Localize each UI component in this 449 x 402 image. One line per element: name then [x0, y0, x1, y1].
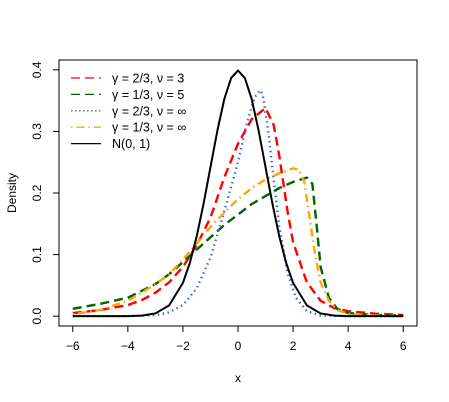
x-tick-label: −6 [66, 339, 80, 353]
y-axis-title: Density [5, 173, 19, 213]
legend-label: N(0, 1) [112, 137, 150, 151]
x-tick-label: −2 [176, 339, 190, 353]
legend-label: γ = 2/3, ν = 3 [112, 72, 184, 86]
series-line-4 [72, 167, 404, 318]
series-line-2 [72, 176, 404, 317]
y-tick-label: 0.1 [30, 246, 44, 263]
y-tick-label: 0.2 [30, 184, 44, 201]
series-line-1 [72, 106, 404, 317]
x-axis: −6 −4 −2 0 2 4 6 [66, 325, 407, 353]
y-axis: 0.0 0.1 0.2 0.3 0.4 [30, 61, 60, 324]
series-layer [72, 69, 404, 318]
y-tick-label: 0.3 [30, 123, 44, 140]
y-tick-label: 0.0 [30, 307, 44, 324]
x-tick-label: 2 [290, 339, 297, 353]
x-axis-title: x [235, 371, 241, 385]
y-tick-label: 0.4 [30, 61, 44, 78]
x-tick-label: −4 [121, 339, 135, 353]
legend-label: γ = 1/3, ν = 5 [112, 88, 184, 102]
legend: γ = 2/3, ν = 3 γ = 1/3, ν = 5 γ = 2/3, ν =… [71, 72, 186, 151]
x-tick-label: 4 [345, 339, 352, 353]
x-tick-label: 0 [235, 339, 242, 353]
x-tick-label: 6 [400, 339, 407, 353]
series-line-5 [72, 69, 404, 318]
legend-label: γ = 1/3, ν = ∞ [112, 121, 186, 135]
legend-label: γ = 2/3, ν = ∞ [112, 104, 186, 118]
